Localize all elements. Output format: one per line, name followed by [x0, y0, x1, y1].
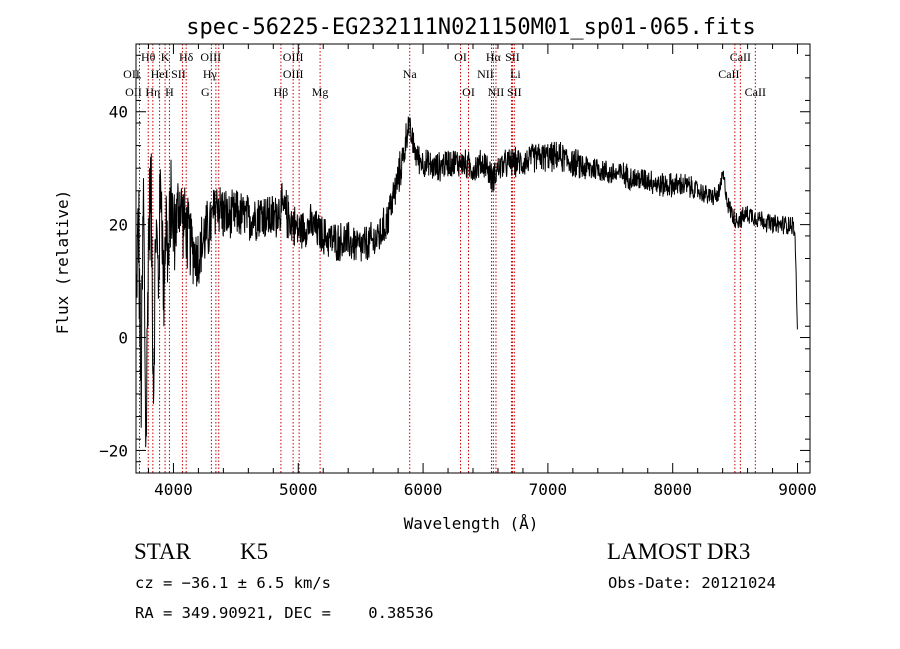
y-tick-label-1: 0 [118, 329, 128, 348]
line-marker-label-13: OIII [283, 67, 304, 81]
line-marker-label-4: Hη [145, 85, 160, 99]
y-axis-label: Flux (relative) [53, 190, 72, 335]
y-tick-label-0: −20 [99, 441, 128, 460]
x-tick-label-9000: 9000 [778, 480, 817, 499]
line-marker-label-19: Hα [486, 50, 502, 64]
spectrum-series [135, 116, 798, 448]
line-marker-label-21: NII [488, 85, 505, 99]
line-marker-label-20: NII [477, 67, 494, 81]
line-marker-label-5: K [161, 50, 170, 64]
line-marker-label-0: Hθ [141, 50, 156, 64]
line-marker-label-27: CaII [745, 85, 766, 99]
survey-name: LAMOST DR3 [607, 539, 751, 564]
sky-coordinates: RA = 349.90921, DEC = 0.38536 [135, 604, 434, 622]
line-marker-label-8: SII [171, 67, 186, 81]
line-marker-label-25: CaII [730, 50, 751, 64]
x-tick-label-5000: 5000 [279, 480, 318, 499]
line-marker-label-12: Hβ [274, 85, 289, 99]
line-marker-label-9: OIII [200, 50, 221, 64]
spectrum-line [135, 116, 798, 448]
x-tick-label-4000: 4000 [154, 480, 193, 499]
object-subclass: K5 [240, 539, 269, 564]
y-tick-label-2: 20 [109, 216, 128, 235]
line-marker-label-16: Na [403, 67, 418, 81]
x-tick-label-7000: 7000 [529, 480, 568, 499]
observation-date: Obs-Date: 20121024 [608, 574, 776, 592]
plot-axes: 4000 5000 6000 7000 8000 9000 −20 0 20 40 [99, 43, 817, 499]
line-marker-label-10: Hγ [203, 67, 218, 81]
x-tick-label-6000: 6000 [404, 480, 443, 499]
chart-title: spec-56225-EG232111N021150M01_sp01-065.f… [186, 15, 756, 40]
line-marker-label-18: OI [462, 85, 475, 99]
line-marker-label-23: Li [510, 67, 521, 81]
redshift-velocity: cz = −36.1 ± 6.5 km/s [135, 574, 331, 592]
line-marker-label-22: SII [505, 50, 520, 64]
plot-frame [135, 43, 811, 474]
x-axis-label: Wavelength (Å) [404, 514, 539, 533]
line-marker-label-24: SII [507, 85, 522, 99]
object-class: STAR [134, 539, 191, 564]
line-marker-label-11: G [201, 85, 210, 99]
line-marker-label-17: OI [454, 50, 467, 64]
line-marker-label-6: H [165, 85, 174, 99]
line-marker-label-14: OIII [283, 50, 304, 64]
line-marker-label-26: CaII [718, 67, 739, 81]
line-marker-label-1: OII [123, 67, 140, 81]
line-marker-label-7: Hδ [179, 50, 194, 64]
x-tick-label-8000: 8000 [653, 480, 692, 499]
line-marker-group [138, 44, 756, 473]
line-marker-label-15: Mg [312, 85, 329, 99]
line-marker-label-3: OII [125, 85, 142, 99]
line-marker-label-2: HeI [151, 67, 169, 81]
y-tick-label-3: 40 [109, 103, 128, 122]
